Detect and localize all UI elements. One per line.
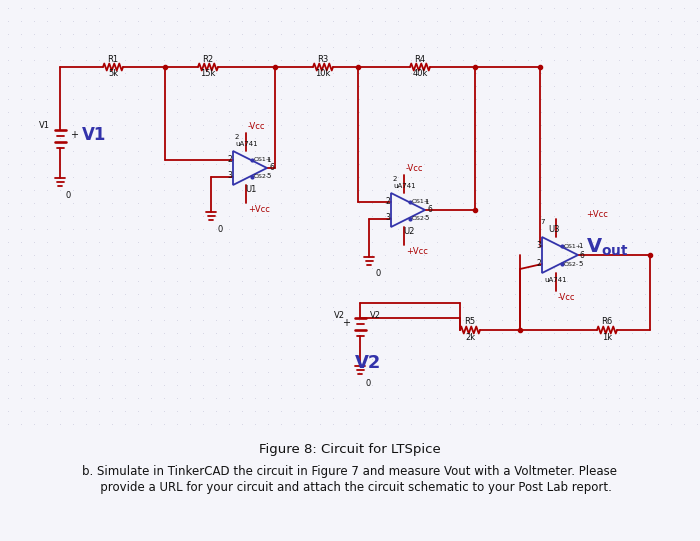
Text: +: + — [70, 130, 78, 140]
Text: 2: 2 — [536, 260, 541, 268]
Text: OS1+: OS1+ — [254, 157, 272, 162]
Text: uA741: uA741 — [393, 183, 416, 189]
Text: V2: V2 — [370, 312, 381, 320]
Text: 0: 0 — [366, 379, 371, 388]
Text: 3: 3 — [227, 171, 232, 181]
Text: b. Simulate in TinkerCAD the circuit in Figure 7 and measure Vout with a Voltmet: b. Simulate in TinkerCAD the circuit in … — [83, 465, 617, 478]
Text: 15k: 15k — [200, 69, 216, 78]
Text: 2: 2 — [385, 197, 390, 207]
Text: 2: 2 — [228, 155, 232, 164]
Text: 0: 0 — [375, 269, 380, 279]
Text: OS1+: OS1+ — [564, 243, 582, 248]
Text: U1: U1 — [245, 186, 256, 195]
Text: 6: 6 — [269, 163, 274, 173]
Text: provide a URL for your circuit and attach the circuit schematic to your Post Lab: provide a URL for your circuit and attac… — [89, 481, 611, 494]
Text: 2k: 2k — [465, 333, 475, 341]
Text: 10k: 10k — [315, 69, 330, 78]
Text: 0: 0 — [66, 191, 71, 200]
Text: uA741: uA741 — [235, 141, 258, 147]
Text: U2: U2 — [403, 228, 414, 236]
Text: 7: 7 — [540, 219, 545, 225]
Text: R6: R6 — [601, 318, 612, 327]
Text: 5k: 5k — [108, 69, 118, 78]
Text: Figure 8: Circuit for LTSpice: Figure 8: Circuit for LTSpice — [259, 444, 441, 457]
Text: 1: 1 — [424, 199, 428, 204]
Text: U3: U3 — [548, 225, 559, 234]
Text: 1: 1 — [266, 156, 270, 162]
Text: +Vcc: +Vcc — [586, 210, 608, 219]
Text: 40k: 40k — [412, 69, 428, 78]
Text: R2: R2 — [202, 55, 214, 63]
Text: OS1+: OS1+ — [412, 199, 430, 204]
Text: R3: R3 — [317, 55, 328, 63]
Text: +Vcc: +Vcc — [248, 205, 270, 214]
Text: R1: R1 — [107, 55, 118, 63]
Text: OS2-: OS2- — [254, 174, 269, 179]
Text: 0: 0 — [217, 225, 223, 234]
Text: V1: V1 — [82, 126, 106, 144]
Text: 2: 2 — [235, 134, 239, 140]
Text: 5: 5 — [578, 261, 582, 267]
Text: 2: 2 — [393, 176, 398, 182]
Text: V2: V2 — [334, 311, 345, 320]
Text: $\mathbf{V_{out}}$: $\mathbf{V_{out}}$ — [586, 236, 629, 258]
Text: +Vcc: +Vcc — [406, 247, 428, 256]
Text: V2: V2 — [355, 354, 382, 372]
Text: 6: 6 — [580, 250, 585, 260]
Text: uA741: uA741 — [544, 277, 566, 283]
Text: 3: 3 — [536, 241, 541, 250]
Text: OS2-: OS2- — [412, 216, 427, 221]
Text: 5: 5 — [424, 215, 428, 221]
Text: -Vcc: -Vcc — [558, 293, 575, 302]
Text: 3: 3 — [385, 214, 390, 222]
Text: -Vcc: -Vcc — [406, 164, 424, 173]
Text: 1k: 1k — [602, 333, 612, 341]
Text: +: + — [342, 318, 350, 328]
Text: 6: 6 — [427, 206, 432, 214]
Text: 5: 5 — [266, 174, 270, 180]
Text: V1: V1 — [39, 122, 50, 130]
Text: R5: R5 — [464, 318, 475, 327]
Text: OS2-: OS2- — [564, 261, 579, 267]
Text: -Vcc: -Vcc — [248, 122, 265, 131]
Text: 1: 1 — [578, 243, 582, 249]
Text: R4: R4 — [414, 55, 426, 63]
